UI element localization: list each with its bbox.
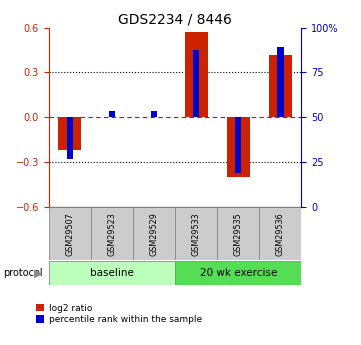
- Text: GSM29535: GSM29535: [234, 212, 243, 256]
- Bar: [269, 55, 292, 117]
- Text: protocol: protocol: [4, 268, 43, 278]
- Bar: [227, 117, 250, 177]
- Bar: [217, 207, 259, 260]
- Legend: log2 ratio, percentile rank within the sample: log2 ratio, percentile rank within the s…: [36, 304, 202, 324]
- Bar: [277, 47, 283, 117]
- Bar: [235, 117, 242, 172]
- Bar: [133, 207, 175, 260]
- Text: GSM29536: GSM29536: [276, 212, 285, 256]
- Bar: [49, 261, 175, 285]
- Text: GSM29529: GSM29529: [149, 212, 158, 256]
- Text: GSM29533: GSM29533: [192, 212, 201, 256]
- Bar: [151, 111, 157, 117]
- Bar: [91, 207, 133, 260]
- Bar: [259, 207, 301, 260]
- Bar: [49, 207, 91, 260]
- Title: GDS2234 / 8446: GDS2234 / 8446: [118, 12, 232, 27]
- Text: baseline: baseline: [90, 268, 134, 278]
- Bar: [175, 261, 301, 285]
- Bar: [175, 207, 217, 260]
- Text: GSM29523: GSM29523: [108, 212, 116, 256]
- Text: GSM29507: GSM29507: [65, 212, 74, 256]
- Bar: [184, 32, 208, 117]
- Text: ▶: ▶: [34, 268, 43, 278]
- Text: 20 wk exercise: 20 wk exercise: [200, 268, 277, 278]
- Bar: [58, 117, 81, 150]
- Bar: [109, 111, 115, 117]
- Bar: [67, 117, 73, 159]
- Bar: [193, 50, 199, 117]
